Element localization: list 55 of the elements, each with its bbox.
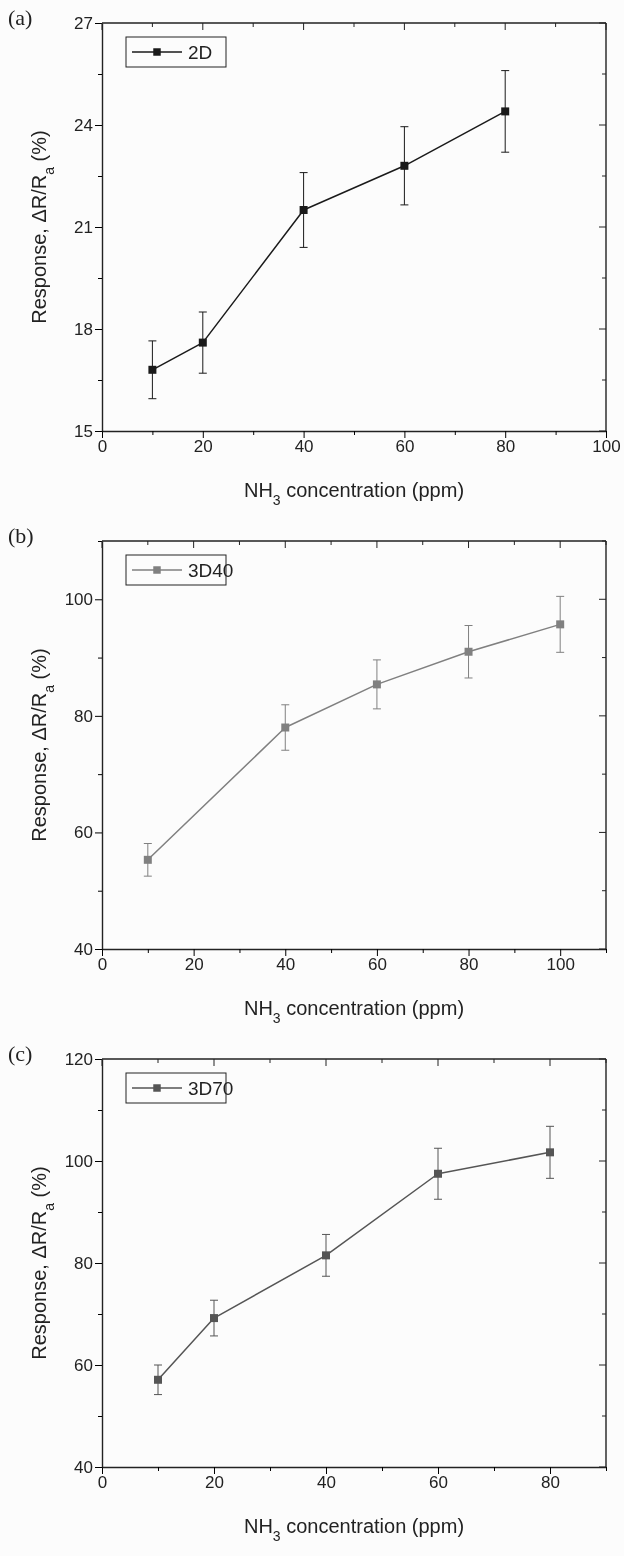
legend-label: 2D [188, 42, 213, 63]
point [501, 107, 510, 116]
point [210, 1314, 218, 1323]
point [464, 647, 473, 656]
y-tick-label: 100 [64, 590, 93, 610]
x-tick-label: 40 [317, 1473, 336, 1493]
legend-label: 3D70 [188, 1078, 234, 1099]
y-tick-label: 15 [74, 421, 93, 441]
x-tick-label: 0 [97, 1473, 108, 1493]
point [143, 855, 152, 864]
x-axis-title: NH$_{3}$ concentration (ppm) [243, 997, 465, 1026]
point [400, 161, 409, 170]
x-axis-title: NH$_{3}$ concentration (ppm) [243, 479, 465, 508]
x-tick-label: 40 [294, 437, 314, 457]
y-tick-label: 21 [74, 217, 93, 237]
x-tick-label: 80 [496, 437, 516, 457]
x-tick-label: 100 [592, 437, 621, 457]
y-tick-label: 60 [74, 823, 93, 843]
y-tick-label: 60 [74, 1355, 93, 1375]
x-tick-label: 80 [541, 1473, 560, 1493]
x-tick-label: 20 [205, 1473, 224, 1493]
y-tick-label: 24 [74, 115, 93, 135]
chart-title: (c) [8, 1041, 33, 1066]
y-tick-label: 40 [74, 939, 93, 959]
chart-title: (b) [8, 523, 34, 548]
point [198, 338, 207, 347]
x-tick-label: 100 [546, 955, 575, 975]
x-tick-label: 60 [367, 955, 387, 975]
x-tick-label: 60 [395, 437, 415, 457]
point [434, 1169, 442, 1178]
x-tick-label: 40 [276, 955, 296, 975]
legend-label: 3D40 [188, 560, 234, 581]
x-tick-label: 80 [459, 955, 479, 975]
x-tick-label: 20 [193, 437, 213, 457]
x-tick-label: 0 [97, 955, 108, 975]
point [322, 1251, 330, 1260]
point [299, 206, 308, 214]
point [148, 365, 157, 374]
y-tick-label: 40 [74, 1457, 93, 1477]
x-tick-label: 0 [97, 437, 108, 457]
point [546, 1148, 554, 1157]
point [154, 1375, 162, 1384]
x-tick-label: 60 [429, 1473, 448, 1493]
point [281, 723, 290, 732]
chart-title: (a) [8, 5, 33, 30]
y-tick-label: 18 [74, 319, 93, 339]
y-tick-label: 27 [74, 13, 93, 33]
y-tick-label: 100 [64, 1151, 93, 1171]
x-tick-label: 20 [184, 955, 204, 975]
y-tick-label: 80 [74, 1253, 93, 1273]
y-tick-label: 120 [64, 1049, 93, 1069]
x-axis-title: NH$_{3}$ concentration (ppm) [243, 1515, 465, 1544]
point [556, 620, 565, 629]
point [372, 680, 381, 689]
y-tick-label: 80 [74, 706, 93, 726]
